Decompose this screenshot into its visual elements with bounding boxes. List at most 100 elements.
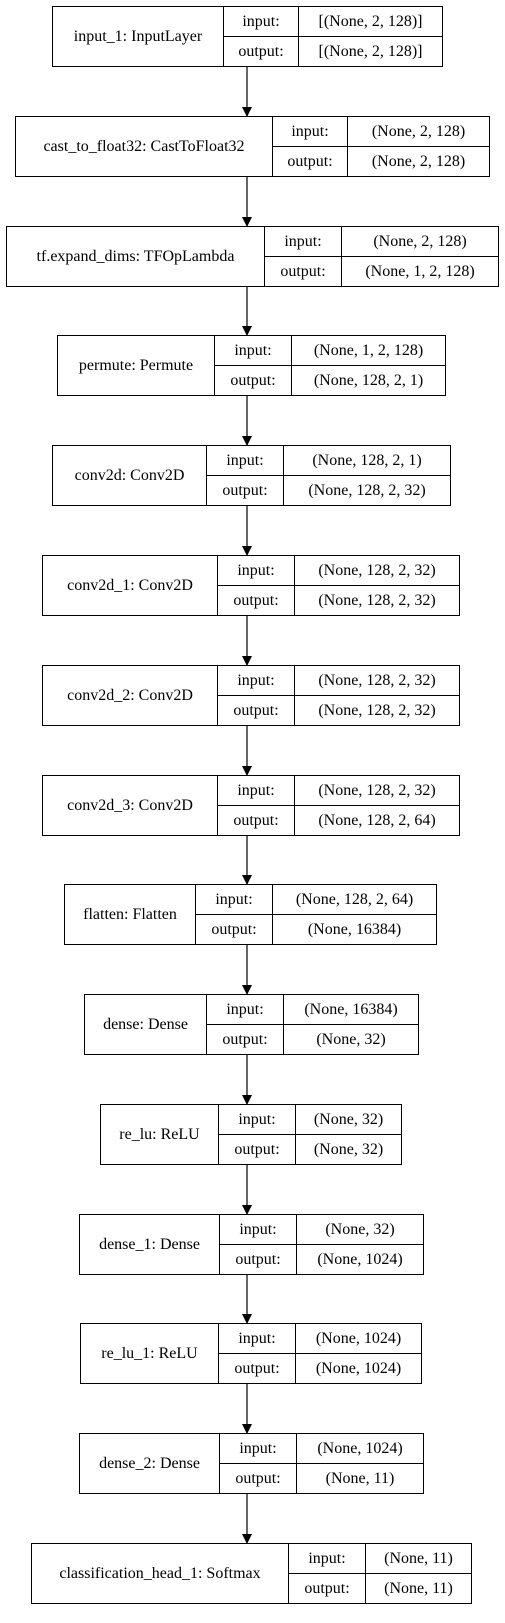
shape-values: (None, 1024) (None, 1024) — [296, 1324, 421, 1383]
layer-name: re_lu: ReLU — [101, 1105, 219, 1164]
output-shape: (None, 128, 2, 32) — [318, 591, 436, 609]
output-label: output: — [238, 42, 284, 60]
input-shape: (None, 32) — [296, 1105, 401, 1135]
layer-node: tf.expand_dims: TFOpLambda input: output: (… — [6, 226, 499, 287]
layer-node: classification_head_1: Softmax input: outp… — [31, 1543, 472, 1604]
output-label: output: — [222, 1030, 268, 1048]
input-shape: [(None, 2, 128)] — [299, 7, 442, 37]
output-label: output: — [233, 811, 279, 829]
input-shape: (None, 1024) — [296, 1324, 421, 1354]
port-labels: input: output: — [207, 995, 284, 1054]
shape-values: (None, 11) (None, 11) — [366, 1544, 471, 1603]
output-label: output: — [233, 591, 279, 609]
port-labels: input: output: — [215, 336, 292, 395]
input-shape: (None, 2, 128) — [348, 117, 489, 147]
output-shape: (None, 1024) — [315, 1359, 402, 1377]
shape-values: (None, 32) (None, 1024) — [297, 1215, 423, 1274]
port-labels: input: output: — [196, 885, 273, 944]
layer-node: re_lu_1: ReLU input: output: (None, 1024) (N… — [80, 1323, 422, 1384]
input-label: input: — [220, 1215, 296, 1245]
output-shape: (None, 32) — [313, 1140, 384, 1158]
layer-name: conv2d_3: Conv2D — [43, 776, 218, 835]
output-label: output: — [235, 1469, 281, 1487]
layer-name: flatten: Flatten — [65, 885, 196, 944]
output-label: output: — [222, 481, 268, 499]
layer-node: conv2d: Conv2D input: output: (None, 128, 2… — [52, 445, 451, 506]
input-label: input: — [207, 995, 283, 1025]
output-shape: (None, 1, 2, 128) — [365, 262, 475, 280]
output-shape: [(None, 2, 128)] — [318, 42, 423, 60]
layer-node: dense_2: Dense input: output: (None, 1024)(… — [79, 1433, 424, 1494]
layer-node: flatten: Flatten input: output: (None, 128,… — [64, 884, 437, 945]
input-label: input: — [207, 446, 283, 476]
layer-name: dense: Dense — [85, 995, 207, 1054]
shape-values: (None, 16384) (None, 32) — [284, 995, 418, 1054]
output-label: output: — [234, 1140, 280, 1158]
layer-node: conv2d_2: Conv2D input: output: (None, 128,… — [42, 665, 460, 726]
port-labels: input: output: — [218, 776, 295, 835]
layer-name: conv2d_2: Conv2D — [43, 666, 218, 725]
output-shape: (None, 128, 2, 32) — [318, 701, 436, 719]
input-label: input: — [273, 117, 347, 147]
output-label: output: — [280, 262, 326, 280]
output-shape: (None, 128, 2, 1) — [313, 371, 424, 389]
input-shape: (None, 32) — [297, 1215, 423, 1245]
output-shape: (None, 1024) — [317, 1250, 403, 1268]
input-shape: (None, 16384) — [284, 995, 418, 1025]
layer-name: input_1: InputLayer — [53, 7, 224, 66]
layer-name: conv2d_1: Conv2D — [43, 556, 218, 615]
layer-node: dense_1: Dense input: output: (None, 32) (No… — [79, 1214, 424, 1275]
layer-name: tf.expand_dims: TFOpLambda — [7, 227, 265, 286]
layer-node: conv2d_3: Conv2D input: output: (None, 128,… — [42, 775, 460, 836]
shape-values: (None, 2, 128) (None, 2, 128) — [348, 117, 489, 176]
layer-name: conv2d: Conv2D — [53, 446, 207, 505]
output-shape: (None, 32) — [316, 1030, 386, 1048]
shape-values: (None, 128, 2, 32) (None, 128, 2, 32) — [295, 666, 459, 725]
layer-name: classification_head_1: Softmax — [32, 1544, 289, 1603]
shape-values: (None, 128, 2, 64) (None, 16384) — [273, 885, 436, 944]
port-labels: input: output: — [207, 446, 284, 505]
layer-node: re_lu: ReLU input: output: (None, 32) (None,… — [100, 1104, 402, 1165]
input-label: input: — [289, 1544, 365, 1574]
input-label: input: — [218, 556, 294, 586]
input-shape: (None, 128, 2, 32) — [295, 556, 459, 586]
shape-values: (None, 128, 2, 32) (None, 128, 2, 64) — [295, 776, 459, 835]
input-shape: (None, 128, 2, 32) — [295, 776, 459, 806]
port-labels: input: output: — [219, 1105, 296, 1164]
layer-node: dense: Dense input: output: (None, 16384) (N… — [84, 994, 419, 1055]
layer-node: input_1: InputLayer input: output: [(None, … — [52, 6, 443, 67]
layer-name: re_lu_1: ReLU — [81, 1324, 219, 1383]
port-labels: input: output: — [218, 556, 295, 615]
layer-node: cast_to_float32: CastToFloat32 input: outp… — [15, 116, 490, 177]
output-shape: (None, 11) — [384, 1579, 453, 1597]
output-shape: (None, 128, 2, 32) — [308, 481, 426, 499]
layer-name: permute: Permute — [58, 336, 215, 395]
input-label: input: — [220, 1434, 296, 1464]
input-shape: (None, 1, 2, 128) — [292, 336, 445, 366]
output-label: output: — [304, 1579, 350, 1597]
output-shape: (None, 128, 2, 64) — [318, 811, 436, 829]
input-shape: (None, 128, 2, 1) — [284, 446, 450, 476]
output-shape: (None, 16384) — [307, 920, 402, 938]
output-label: output: — [233, 701, 279, 719]
port-labels: input: output: — [220, 1215, 297, 1274]
layer-name: dense_1: Dense — [80, 1215, 220, 1274]
port-labels: input: output: — [273, 117, 348, 176]
port-labels: input: output: — [224, 7, 299, 66]
output-shape: (None, 2, 128) — [371, 152, 466, 170]
output-label: output: — [230, 371, 276, 389]
input-label: input: — [265, 227, 341, 257]
input-label: input: — [218, 776, 294, 806]
port-labels: input: output: — [218, 666, 295, 725]
layer-node: permute: Permute input: output: (None, 1, 2… — [57, 335, 446, 396]
input-shape: (None, 1024) — [297, 1434, 423, 1464]
port-labels: input: output: — [289, 1544, 366, 1603]
output-label: output: — [234, 1359, 280, 1377]
input-label: input: — [219, 1105, 295, 1135]
shape-values: (None, 1, 2, 128) (None, 128, 2, 1) — [292, 336, 445, 395]
input-shape: (None, 128, 2, 32) — [295, 666, 459, 696]
input-shape: (None, 2, 128) — [342, 227, 498, 257]
port-labels: input: output: — [265, 227, 342, 286]
